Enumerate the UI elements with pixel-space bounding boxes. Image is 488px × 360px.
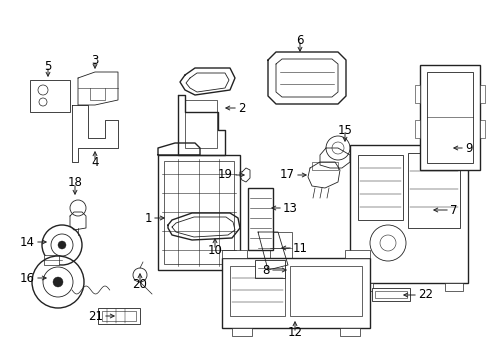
Bar — [414, 85, 419, 103]
Text: 4: 4 — [91, 156, 99, 168]
Bar — [247, 188, 272, 250]
Text: 1: 1 — [144, 211, 152, 225]
Bar — [357, 155, 402, 220]
Text: 3: 3 — [91, 54, 99, 67]
Text: 10: 10 — [207, 243, 222, 256]
Text: 12: 12 — [287, 327, 302, 339]
Bar — [345, 250, 369, 258]
Bar — [254, 260, 285, 278]
Bar — [269, 232, 291, 270]
Text: 2: 2 — [238, 102, 245, 114]
Bar — [479, 120, 484, 138]
Bar — [339, 328, 359, 336]
Bar — [102, 311, 136, 321]
Bar — [222, 250, 246, 258]
Bar — [371, 288, 409, 301]
Text: 16: 16 — [20, 271, 35, 284]
Bar — [231, 328, 251, 336]
Bar — [479, 85, 484, 103]
Text: 19: 19 — [218, 168, 232, 181]
Bar — [184, 100, 217, 148]
Bar — [407, 153, 459, 228]
Bar — [30, 80, 70, 112]
Bar — [44, 255, 59, 265]
Text: 21: 21 — [88, 310, 103, 323]
Bar — [98, 308, 140, 324]
Text: 15: 15 — [337, 123, 352, 136]
Text: 17: 17 — [280, 168, 294, 181]
Text: 18: 18 — [67, 176, 82, 189]
Bar — [158, 155, 240, 270]
Bar — [374, 291, 406, 298]
Bar — [311, 162, 337, 170]
Bar — [354, 283, 372, 291]
Text: 9: 9 — [464, 141, 471, 154]
Bar — [229, 266, 285, 316]
Text: 20: 20 — [132, 279, 147, 292]
Text: 22: 22 — [417, 288, 432, 302]
Text: 14: 14 — [20, 235, 35, 248]
Circle shape — [58, 241, 66, 249]
Text: 6: 6 — [296, 33, 303, 46]
Bar — [426, 72, 472, 163]
Circle shape — [53, 277, 63, 287]
Bar — [414, 120, 419, 138]
Bar — [349, 145, 467, 283]
Bar — [419, 65, 479, 170]
Bar — [444, 283, 462, 291]
Bar — [289, 266, 361, 316]
Text: 5: 5 — [44, 59, 52, 72]
Bar — [222, 258, 369, 328]
Text: 7: 7 — [449, 203, 457, 216]
Text: 13: 13 — [283, 202, 297, 215]
Bar — [163, 161, 234, 264]
Text: 11: 11 — [292, 242, 307, 255]
Text: 8: 8 — [262, 264, 269, 276]
